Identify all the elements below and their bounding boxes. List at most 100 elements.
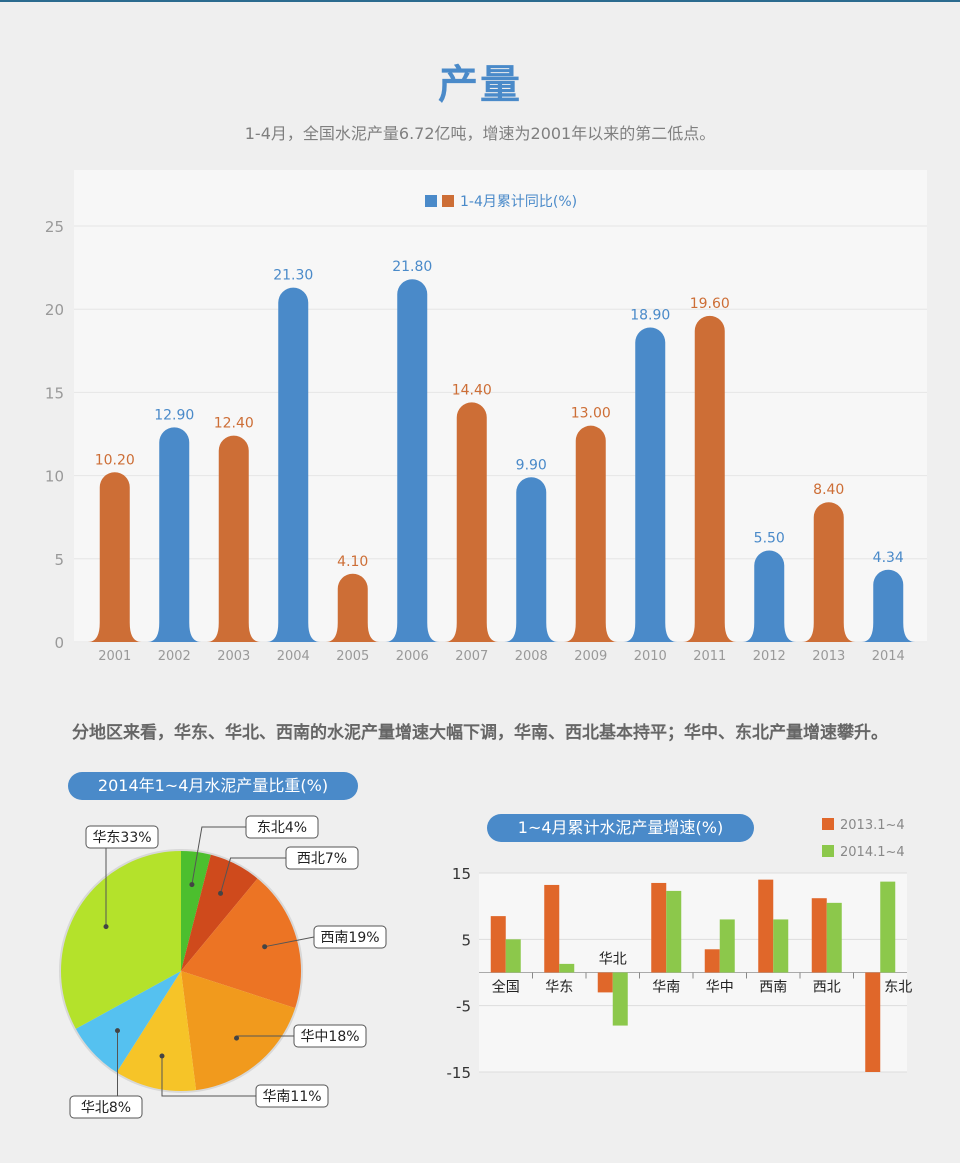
x-tick-label: 2007: [455, 649, 488, 664]
y-tick-label: -15: [447, 1064, 472, 1082]
bar-value-label: 13.00: [571, 406, 611, 422]
pie-label-box: [85, 825, 159, 849]
bar-2007: [444, 402, 499, 642]
bar-东北-2013.1~4: [865, 972, 881, 1072]
x-tick-label: 华北: [599, 952, 627, 968]
plot-area: [74, 170, 927, 643]
pie-label-box: [285, 846, 359, 870]
pie-slice: [181, 850, 212, 971]
leader-line: [191, 826, 246, 885]
bar-2005: [325, 573, 380, 642]
y-tick-label: 15: [45, 384, 64, 402]
pie-label-box: [255, 1084, 329, 1108]
regional-chart-title: 1~4月累计水泥产量增速(%): [487, 814, 754, 842]
pie-label: 华北8%: [81, 1100, 131, 1116]
leader-dot: [262, 944, 268, 950]
bar-value-label: 4.10: [337, 554, 368, 570]
bar-value-label: 21.30: [273, 268, 313, 284]
pie-label: 华南11%: [262, 1089, 321, 1105]
bar-华东-2013.1~4: [544, 884, 560, 973]
pie-slice: [181, 971, 297, 1092]
bar-value-label: 18.90: [630, 308, 670, 324]
pie-slice: [74, 971, 181, 1074]
regional-description: 分地区来看，华东、华北、西南的水泥产量增速大幅下调，华南、西北基本持平；华中、东…: [72, 723, 888, 743]
bar-value-label: 10.20: [95, 452, 135, 468]
leader-dot: [114, 1028, 120, 1034]
bar-2006: [385, 279, 440, 642]
x-tick-label: 2004: [277, 649, 310, 664]
bar-2003: [206, 435, 261, 642]
pie-chart-title: 2014年1~4月水泥产量比重(%): [68, 772, 358, 800]
legend-label: 2014.1~4: [840, 845, 905, 860]
y-tick-label: -5: [456, 998, 471, 1016]
bar-value-label: 9.90: [516, 457, 547, 473]
bar-华中-2014.1~4: [719, 919, 735, 973]
x-tick-label: 2008: [515, 649, 548, 664]
bar-2002: [147, 427, 202, 642]
x-tick-label: 西北: [813, 980, 841, 996]
legend-swatch-orange: [442, 195, 454, 207]
pie-label-box: [245, 815, 319, 839]
x-tick-label: 2014: [872, 649, 905, 664]
pie-slice: [181, 877, 303, 1009]
bar-2009: [563, 425, 618, 642]
bar-2013: [801, 502, 856, 642]
top-divider: [0, 0, 960, 2]
legend-swatch: [822, 818, 834, 830]
leader-line: [264, 936, 315, 948]
bar-西北-2014.1~4: [826, 902, 842, 973]
pie-label-box: [313, 925, 387, 949]
bar-西南-2014.1~4: [773, 919, 789, 973]
bar-2004: [266, 287, 321, 642]
legend-label: 1-4月累计同比(%): [460, 194, 577, 210]
bar-value-label: 8.40: [813, 482, 844, 498]
x-tick-label: 2005: [336, 649, 369, 664]
legend-swatch-blue: [425, 195, 437, 207]
x-tick-label: 全国: [492, 979, 520, 996]
bar-value-label: 4.34: [873, 550, 904, 566]
leader-dot: [234, 1035, 240, 1041]
pie-label: 华中18%: [300, 1029, 359, 1045]
leader-dot: [103, 924, 109, 930]
y-tick-label: 5: [54, 551, 64, 569]
bar-华南-2013.1~4: [651, 882, 667, 973]
x-tick-label: 华南: [652, 980, 680, 996]
bar-西南-2013.1~4: [758, 879, 774, 973]
y-tick-label: 10: [45, 468, 64, 486]
bar-华中-2013.1~4: [704, 949, 720, 973]
bar-华南-2014.1~4: [666, 890, 682, 973]
bar-value-label: 12.40: [214, 416, 254, 432]
pie-label: 西北7%: [297, 851, 347, 867]
bar-东北-2014.1~4: [880, 881, 896, 973]
x-tick-label: 2002: [158, 649, 191, 664]
x-tick-label: 2010: [634, 649, 667, 664]
x-tick-label: 东北: [884, 980, 912, 996]
x-tick-label: 2012: [753, 649, 786, 664]
x-tick-label: 2011: [693, 649, 726, 664]
x-tick-label: 华东: [545, 980, 573, 996]
pie-label: 华东33%: [92, 830, 151, 846]
pie-label-box: [293, 1024, 367, 1048]
x-tick-label: 2006: [396, 649, 429, 664]
x-tick-label: 2013: [812, 649, 845, 664]
leader-line: [220, 857, 286, 894]
bar-全国-2014.1~4: [505, 939, 521, 973]
pie-slice: [116, 971, 197, 1092]
pie-slice: [181, 853, 259, 971]
bar-2001: [87, 472, 142, 642]
bar-华北-2014.1~4: [612, 972, 628, 1026]
bar-2010: [623, 327, 678, 642]
x-tick-label: 2009: [574, 649, 607, 664]
bar-2012: [742, 550, 797, 642]
bar-华北-2013.1~4: [597, 972, 613, 993]
page-subtitle: 1-4月，全国水泥产量6.72亿吨，增速为2001年以来的第二低点。: [244, 124, 716, 143]
y-tick-label: 25: [45, 218, 64, 236]
pie-label-box: [69, 1095, 143, 1119]
bar-value-label: 19.60: [690, 296, 730, 312]
leader-dot: [189, 882, 195, 888]
page-title: 产量: [438, 62, 522, 108]
yearly-growth-bar-chart: 0 5 10 15 20 25 1-4月累计同比(%) 10.20 2001 12.90 2002 1…: [44, 170, 927, 664]
y-tick-label: 15: [452, 865, 471, 883]
